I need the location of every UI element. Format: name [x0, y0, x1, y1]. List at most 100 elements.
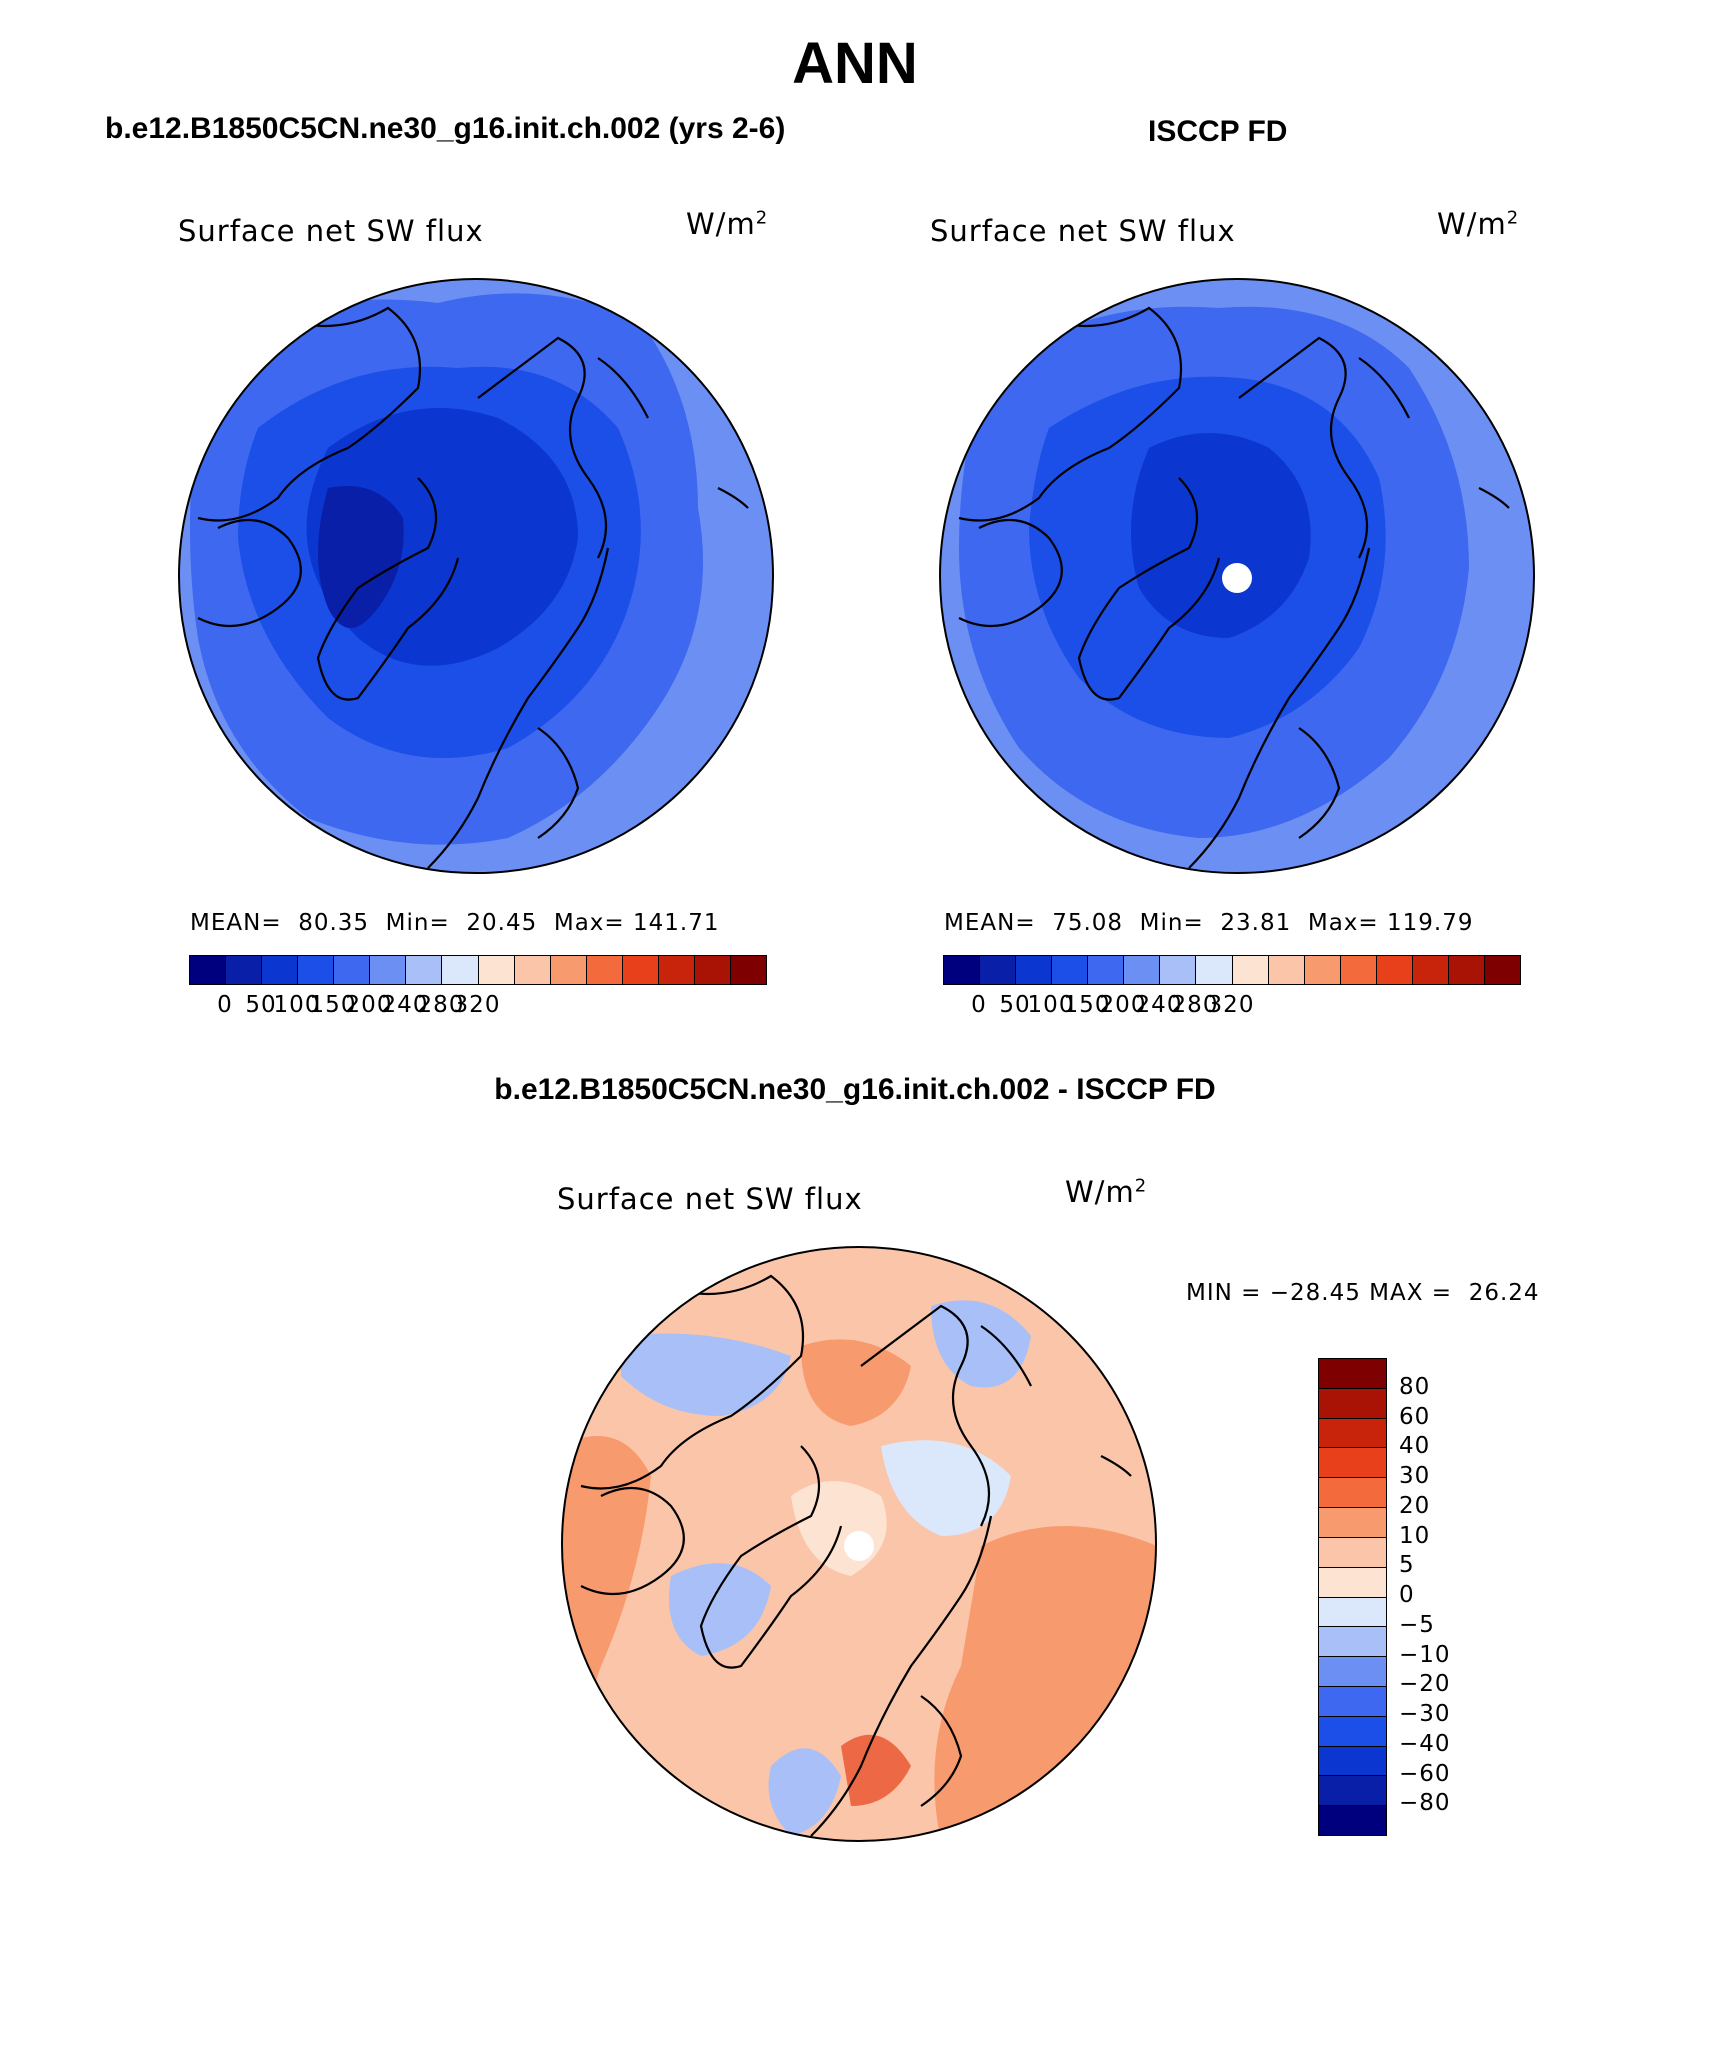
- colorbar-swatch: [514, 956, 551, 984]
- colorbar-tick-label: 5: [1399, 1552, 1415, 1579]
- colorbar-swatch: [730, 956, 766, 984]
- colorbar-swatch: [1319, 1806, 1386, 1835]
- colorbar-swatch: [944, 956, 981, 984]
- colorbar-swatch: [1319, 1567, 1386, 1598]
- colorbar-swatch: [370, 956, 407, 984]
- diff-field-pale-east: [881, 1440, 1011, 1536]
- model-coastlines: [197, 306, 749, 869]
- model-case-label: b.e12.B1850C5CN.ne30_g16.init.ch.002 (yr…: [105, 112, 786, 145]
- colorbar-tick-label: 240: [1135, 992, 1183, 1018]
- model-units: W/m2: [686, 207, 769, 241]
- colorbar-tick-label: 100: [273, 992, 321, 1018]
- colorbar-tick-label: −40: [1399, 1730, 1451, 1757]
- diff-units: W/m2: [1065, 1175, 1148, 1209]
- colorbar-tick-label: 280: [417, 992, 465, 1018]
- colorbar-swatch: [1319, 1508, 1386, 1538]
- colorbar-tick-label: 100: [1027, 992, 1075, 1018]
- model-panel-title: Surface net SW flux: [178, 214, 484, 248]
- colorbar-swatch: [1268, 956, 1305, 984]
- colorbar-swatch: [694, 956, 731, 984]
- colorbar-tick-label: 0: [1399, 1582, 1415, 1608]
- model-colorbar: [189, 955, 767, 985]
- colorbar-tick-label: 10: [1399, 1522, 1431, 1549]
- colorbar-tick-label: −30: [1399, 1701, 1451, 1727]
- obs-coastlines: [958, 306, 1510, 869]
- colorbar-tick-label: 150: [309, 992, 357, 1018]
- colorbar-swatch: [1319, 1478, 1386, 1509]
- diff-field-cool-greenland: [669, 1563, 771, 1656]
- colorbar-swatch: [658, 956, 695, 984]
- colorbar-tick-label: −5: [1399, 1611, 1435, 1638]
- colorbar-tick-label: 20: [1399, 1492, 1431, 1519]
- colorbar-swatch: [1319, 1448, 1386, 1479]
- colorbar-swatch: [1319, 1657, 1386, 1687]
- colorbar-swatch: [1319, 1776, 1386, 1807]
- difference-case-label: b.e12.B1850C5CN.ne30_g16.init.ch.002 - I…: [494, 1073, 1216, 1106]
- colorbar-tick-label: 40: [1399, 1433, 1431, 1460]
- colorbar-tick-label: 60: [1399, 1403, 1431, 1430]
- colorbar-swatch: [298, 956, 335, 984]
- colorbar-swatch: [1052, 956, 1089, 984]
- colorbar-tick-label: −10: [1399, 1641, 1451, 1668]
- diff-colorbar: [1318, 1358, 1387, 1836]
- colorbar-swatch: [1304, 956, 1341, 984]
- colorbar-swatch: [1448, 956, 1485, 984]
- colorbar-swatch: [1319, 1537, 1386, 1568]
- colorbar-tick-label: −60: [1399, 1760, 1451, 1787]
- obs-stats: MEAN= 75.08 Min= 23.81 Max= 119.79: [944, 910, 1474, 936]
- model-map-border: [178, 278, 774, 874]
- model-stats: MEAN= 80.35 Min= 20.45 Max= 141.71: [190, 910, 720, 936]
- colorbar-tick-label: 50: [999, 992, 1031, 1018]
- colorbar-swatch: [1319, 1597, 1386, 1628]
- colorbar-swatch: [1340, 956, 1377, 984]
- diff-panel-title: Surface net SW flux: [557, 1182, 863, 1216]
- colorbar-tick-label: 200: [1099, 992, 1147, 1018]
- colorbar-swatch: [406, 956, 443, 984]
- colorbar-swatch: [1160, 956, 1197, 984]
- colorbar-swatch: [1319, 1388, 1386, 1419]
- obs-polar-map: [939, 278, 1535, 874]
- colorbar-tick-label: 80: [1399, 1373, 1431, 1400]
- colorbar-swatch: [1319, 1627, 1386, 1658]
- colorbar-tick-label: 200: [345, 992, 393, 1018]
- colorbar-tick-label: −80: [1399, 1790, 1451, 1817]
- diff-colorbar-ticks: 80 60 40 30 20 10 5 0 −5 −10 −20 −30 −40 −60 −80: [1399, 1358, 1479, 1834]
- colorbar-swatch: [980, 956, 1017, 984]
- colorbar-tick-label: 50: [245, 992, 277, 1018]
- colorbar-swatch: [1319, 1418, 1386, 1449]
- colorbar-swatch: [442, 956, 479, 984]
- colorbar-tick-label: 320: [1207, 992, 1255, 1018]
- figure-title: ANN: [792, 31, 918, 96]
- diff-minmax: MIN = −28.45 MAX = 26.24: [1186, 1280, 1540, 1306]
- obs-field-core: [1131, 433, 1311, 638]
- colorbar-tick-label: −20: [1399, 1671, 1451, 1698]
- colorbar-swatch: [586, 956, 623, 984]
- colorbar-swatch: [1376, 956, 1413, 984]
- colorbar-swatch: [1319, 1359, 1386, 1389]
- obs-units: W/m2: [1437, 207, 1520, 241]
- colorbar-tick-label: 240: [381, 992, 429, 1018]
- diff-polar-map: [561, 1246, 1157, 1842]
- obs-panel-title: Surface net SW flux: [930, 214, 1236, 248]
- colorbar-tick-label: 30: [1399, 1463, 1431, 1489]
- colorbar-swatch: [1412, 956, 1449, 984]
- model-field-min: [318, 486, 404, 628]
- obs-case-label: ISCCP FD: [1148, 115, 1288, 148]
- colorbar-swatch: [1196, 956, 1233, 984]
- model-polar-map: [178, 278, 774, 874]
- diff-coastlines: [580, 1274, 1132, 1837]
- colorbar-tick-label: 0: [217, 992, 233, 1018]
- colorbar-swatch: [1232, 956, 1269, 984]
- colorbar-tick-label: 150: [1063, 992, 1111, 1018]
- colorbar-swatch: [478, 956, 515, 984]
- diff-field-warm-north: [801, 1339, 911, 1426]
- colorbar-swatch: [1484, 956, 1520, 984]
- colorbar-tick-label: 280: [1171, 992, 1219, 1018]
- colorbar-swatch: [1319, 1686, 1386, 1717]
- colorbar-swatch: [1124, 956, 1161, 984]
- colorbar-tick-label: 320: [453, 992, 501, 1018]
- model-colorbar-ticks: 0 50 100 150 200 240 280 320: [189, 992, 765, 1022]
- obs-colorbar: [943, 955, 1521, 985]
- colorbar-swatch: [226, 956, 263, 984]
- diff-polar-gap: [844, 1531, 874, 1561]
